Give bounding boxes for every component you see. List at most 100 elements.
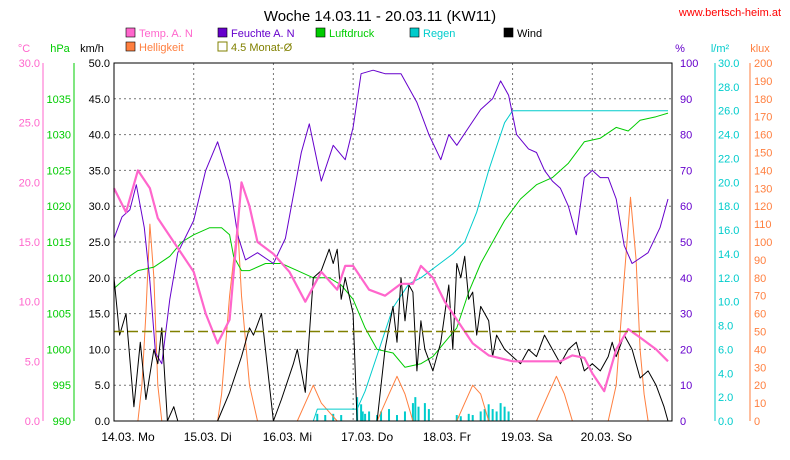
tick-label-lux-17: 170 — [754, 112, 772, 124]
tick-label-temp-6: 30.0 — [19, 58, 40, 70]
tick-label-lux-8: 80 — [754, 273, 766, 285]
chart-title: Woche 14.03.11 - 20.03.11 (KW11) — [264, 8, 496, 25]
legend-label-monat: 4.5 Monat-Ø — [231, 42, 293, 54]
tick-label-lux-13: 130 — [754, 183, 772, 195]
tick-label-rain-7: 14.0 — [718, 249, 739, 261]
tick-label-humidity-4: 40 — [680, 273, 692, 285]
legend-label-temp: Temp. A. N — [139, 28, 193, 40]
x-tick-label-4: 18.03. Fr — [423, 430, 471, 444]
x-tick-label-6: 20.03. So — [581, 430, 633, 444]
tick-label-wind-6: 30.0 — [89, 201, 110, 213]
axis-unit-rain: l/m² — [711, 43, 730, 55]
tick-label-humidity-9: 90 — [680, 94, 692, 106]
tick-label-lux-16: 160 — [754, 130, 772, 142]
tick-label-wind-5: 25.0 — [89, 237, 110, 249]
rain-bar-10 — [380, 411, 383, 421]
tick-label-rain-10: 20.0 — [718, 177, 739, 189]
tick-label-temp-3: 15.0 — [19, 237, 40, 249]
axes: °C0.05.010.015.020.025.030.0hPa990995100… — [18, 43, 773, 444]
tick-label-pressure-5: 1015 — [47, 237, 71, 249]
rain-bar-14 — [411, 403, 414, 421]
tick-label-rain-14: 28.0 — [718, 82, 739, 94]
rain-bar-29 — [503, 406, 506, 421]
tick-label-rain-5: 10.0 — [718, 297, 739, 309]
tick-label-lux-11: 110 — [754, 219, 772, 231]
tick-label-pressure-4: 1010 — [47, 273, 71, 285]
plot-border — [113, 62, 673, 422]
rain-bar-13 — [403, 411, 406, 421]
legend-swatch-luftdruck — [315, 27, 326, 38]
rain-bar-8 — [368, 411, 371, 421]
legend: Temp. A. N Feuchte A. N Luftdruck Regen Wind… — [125, 27, 542, 54]
series-line-wind — [113, 248, 669, 422]
grid — [114, 63, 672, 421]
legend-swatch-monat — [217, 41, 228, 52]
legend-swatch-temp — [125, 27, 136, 38]
tick-label-lux-9: 90 — [754, 255, 766, 267]
tick-label-rain-6: 12.0 — [718, 273, 739, 285]
rain-bar-16 — [417, 406, 420, 421]
legend-swatch-regen — [409, 27, 420, 38]
legend-label-wind: Wind — [517, 28, 542, 40]
series-line-feuchte — [113, 69, 669, 365]
axis-unit-wind: km/h — [80, 43, 104, 55]
tick-label-rain-9: 18.0 — [718, 201, 739, 213]
tick-label-lux-3: 30 — [754, 362, 766, 374]
tick-label-temp-4: 20.0 — [19, 177, 40, 189]
tick-label-rain-8: 16.0 — [718, 225, 739, 237]
rain-bar-1 — [324, 415, 327, 421]
tick-label-lux-15: 150 — [754, 148, 772, 160]
tick-label-pressure-9: 1035 — [47, 94, 71, 106]
tick-label-humidity-5: 50 — [680, 237, 692, 249]
tick-label-humidity-3: 30 — [680, 309, 692, 321]
tick-label-rain-1: 2.0 — [718, 392, 733, 404]
tick-label-lux-2: 20 — [754, 380, 766, 392]
tick-label-humidity-10: 100 — [680, 58, 698, 70]
tick-label-pressure-0: 990 — [53, 416, 71, 428]
tick-label-lux-14: 140 — [754, 165, 772, 177]
rain-bar-19 — [455, 415, 458, 421]
tick-label-lux-12: 120 — [754, 201, 772, 213]
tick-label-wind-8: 40.0 — [89, 130, 110, 142]
tick-label-temp-5: 25.0 — [19, 118, 40, 130]
tick-label-rain-0: 0.0 — [718, 416, 733, 428]
x-tick-label-3: 17.03. Do — [341, 430, 393, 444]
tick-label-lux-0: 0 — [754, 416, 760, 428]
tick-label-pressure-8: 1030 — [47, 130, 71, 142]
rain-bar-15 — [414, 397, 417, 421]
x-tick-label-1: 15.03. Di — [184, 430, 232, 444]
tick-label-lux-19: 190 — [754, 76, 772, 88]
tick-label-temp-2: 10.0 — [19, 297, 40, 309]
tick-label-wind-9: 45.0 — [89, 94, 110, 106]
tick-label-humidity-0: 0 — [680, 416, 686, 428]
rain-bar-5 — [360, 404, 363, 421]
tick-label-rain-4: 8.0 — [718, 321, 733, 333]
tick-label-wind-3: 15.0 — [89, 309, 110, 321]
rain-bar-26 — [491, 409, 494, 421]
tick-label-wind-10: 50.0 — [89, 58, 110, 70]
rain-bar-11 — [388, 409, 391, 421]
rain-bar-7 — [364, 413, 367, 421]
tick-label-humidity-8: 80 — [680, 130, 692, 142]
rain-bar-27 — [495, 411, 498, 421]
x-tick-label-5: 19.03. Sa — [501, 430, 553, 444]
plot-frame — [113, 62, 673, 422]
legend-label-feuchte: Feuchte A. N — [231, 28, 295, 40]
tick-label-pressure-7: 1025 — [47, 165, 71, 177]
tick-label-rain-13: 26.0 — [718, 106, 739, 118]
tick-label-rain-15: 30.0 — [718, 58, 739, 70]
rain-bar-21 — [467, 413, 470, 421]
tick-label-lux-20: 200 — [754, 58, 772, 70]
tick-label-humidity-7: 70 — [680, 165, 692, 177]
axis-unit-temp: °C — [18, 43, 30, 55]
tick-label-pressure-1: 995 — [53, 380, 71, 392]
rain-bar-24 — [483, 409, 486, 421]
legend-label-luftdruck: Luftdruck — [329, 28, 375, 40]
rain-bar-28 — [499, 403, 502, 421]
tick-label-rain-11: 22.0 — [718, 153, 739, 165]
tick-label-temp-1: 5.0 — [25, 356, 40, 368]
tick-label-rain-3: 6.0 — [718, 344, 733, 356]
tick-label-lux-4: 40 — [754, 344, 766, 356]
axis-unit-humidity: % — [675, 43, 685, 55]
